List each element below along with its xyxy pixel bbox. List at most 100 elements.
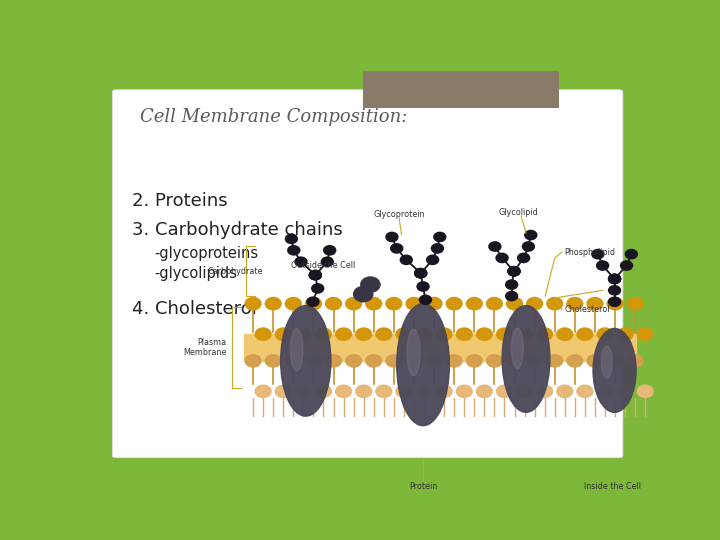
Text: Inside the Cell: Inside the Cell — [584, 482, 641, 491]
Circle shape — [536, 327, 553, 341]
Circle shape — [566, 297, 583, 310]
Circle shape — [586, 354, 603, 368]
Circle shape — [616, 384, 634, 398]
Circle shape — [636, 327, 654, 341]
Text: -glycolipids: -glycolipids — [154, 266, 237, 281]
Ellipse shape — [281, 306, 331, 416]
Circle shape — [415, 327, 433, 341]
Circle shape — [309, 270, 322, 280]
Circle shape — [416, 281, 430, 292]
Circle shape — [516, 327, 534, 341]
Ellipse shape — [290, 329, 303, 371]
Circle shape — [596, 384, 613, 398]
Circle shape — [306, 296, 320, 307]
Circle shape — [505, 291, 518, 301]
Ellipse shape — [593, 328, 636, 413]
Circle shape — [395, 327, 413, 341]
Circle shape — [385, 354, 402, 368]
Circle shape — [476, 384, 493, 398]
Circle shape — [576, 327, 593, 341]
Circle shape — [566, 354, 583, 368]
Circle shape — [506, 297, 523, 310]
Circle shape — [536, 384, 553, 398]
Circle shape — [546, 354, 563, 368]
Circle shape — [414, 268, 428, 279]
Circle shape — [419, 294, 432, 305]
Circle shape — [284, 233, 298, 244]
Circle shape — [305, 297, 322, 310]
Circle shape — [311, 283, 325, 294]
Ellipse shape — [502, 306, 550, 413]
Circle shape — [245, 354, 261, 368]
FancyBboxPatch shape — [112, 90, 623, 458]
Circle shape — [586, 297, 603, 310]
Circle shape — [323, 245, 336, 255]
Circle shape — [355, 384, 372, 398]
Circle shape — [305, 354, 322, 368]
Circle shape — [414, 268, 428, 279]
Circle shape — [446, 297, 463, 310]
Circle shape — [636, 384, 654, 398]
Circle shape — [361, 277, 380, 292]
Circle shape — [626, 354, 644, 368]
Circle shape — [508, 266, 521, 276]
Circle shape — [245, 297, 261, 310]
Circle shape — [375, 327, 392, 341]
Circle shape — [390, 243, 403, 254]
Circle shape — [294, 327, 312, 341]
Text: Outside the Cell: Outside the Cell — [292, 261, 356, 270]
Circle shape — [264, 297, 282, 310]
Ellipse shape — [511, 328, 523, 368]
Text: 2. Proteins: 2. Proteins — [132, 192, 228, 210]
Circle shape — [616, 327, 634, 341]
Circle shape — [596, 260, 609, 271]
Circle shape — [315, 384, 332, 398]
Ellipse shape — [407, 329, 420, 376]
Circle shape — [608, 274, 621, 284]
Text: Phospholipid: Phospholipid — [564, 248, 616, 256]
Circle shape — [508, 266, 521, 276]
Text: 4. Cholesterol: 4. Cholesterol — [132, 300, 257, 318]
Text: Glycoprotein: Glycoprotein — [374, 210, 425, 219]
Circle shape — [456, 327, 473, 341]
Text: Cell Membrane Composition:: Cell Membrane Composition: — [140, 109, 408, 126]
Circle shape — [524, 230, 538, 240]
Circle shape — [625, 249, 638, 259]
Circle shape — [254, 327, 271, 341]
Circle shape — [620, 260, 634, 271]
Circle shape — [526, 354, 543, 368]
Circle shape — [365, 354, 382, 368]
Circle shape — [505, 279, 518, 290]
Circle shape — [556, 384, 573, 398]
Circle shape — [488, 241, 502, 252]
Circle shape — [508, 266, 521, 276]
Circle shape — [355, 327, 372, 341]
Circle shape — [309, 270, 322, 280]
Circle shape — [486, 297, 503, 310]
Circle shape — [608, 296, 621, 307]
Circle shape — [466, 297, 483, 310]
Text: Plasma
Membrane: Plasma Membrane — [184, 338, 227, 357]
Circle shape — [608, 285, 621, 296]
Circle shape — [294, 384, 312, 398]
Circle shape — [274, 384, 292, 398]
Circle shape — [436, 384, 453, 398]
Circle shape — [608, 274, 621, 284]
Circle shape — [335, 327, 352, 341]
Circle shape — [626, 297, 644, 310]
Circle shape — [546, 297, 563, 310]
Circle shape — [522, 241, 535, 252]
Circle shape — [294, 256, 307, 267]
Text: 3. Carbohydrate chains: 3. Carbohydrate chains — [132, 221, 343, 239]
Circle shape — [608, 274, 621, 284]
Circle shape — [284, 297, 302, 310]
Circle shape — [495, 253, 509, 264]
Circle shape — [274, 327, 292, 341]
Ellipse shape — [397, 303, 449, 426]
Circle shape — [315, 327, 332, 341]
Circle shape — [436, 327, 453, 341]
Circle shape — [414, 268, 428, 279]
Circle shape — [596, 327, 613, 341]
Circle shape — [400, 254, 413, 265]
Circle shape — [385, 297, 402, 310]
